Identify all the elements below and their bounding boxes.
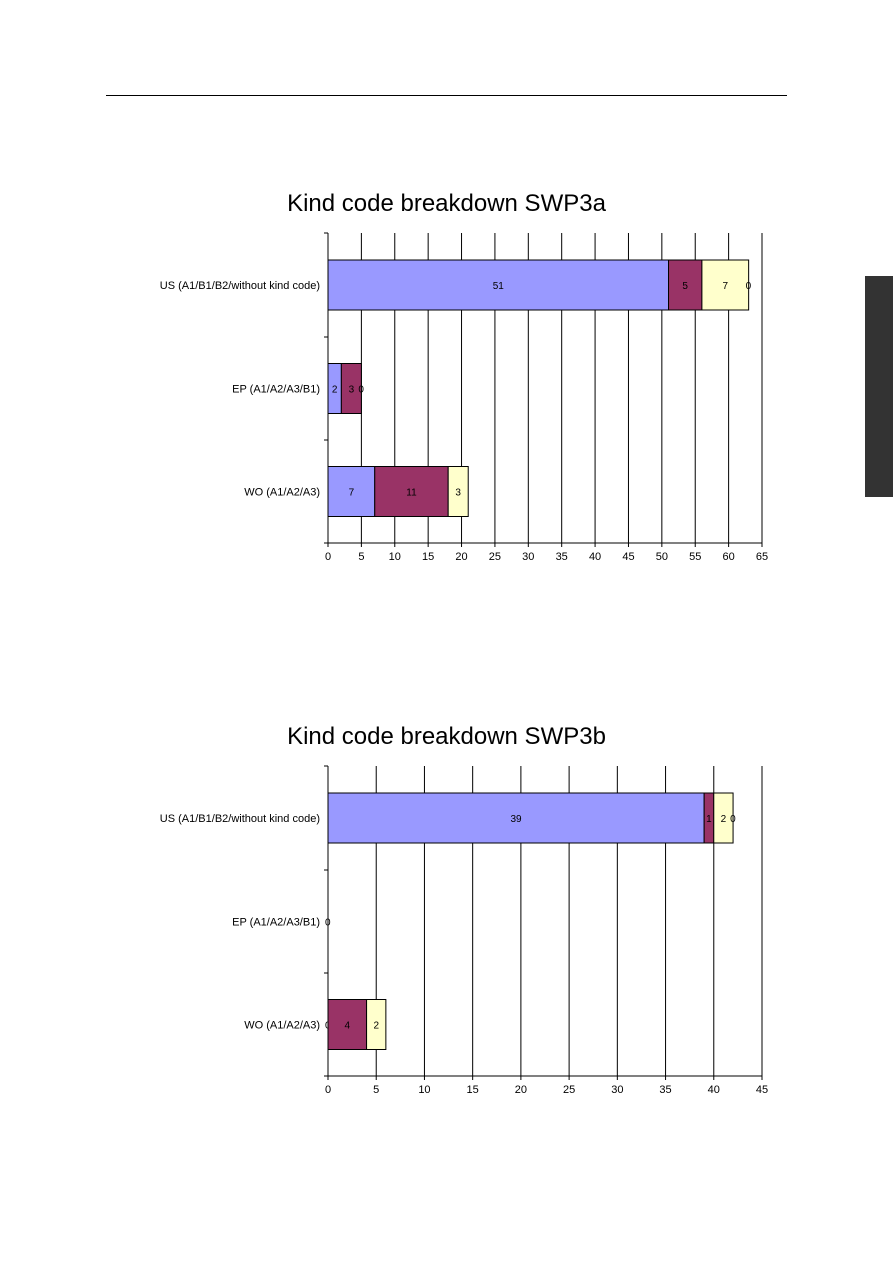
bar-segment <box>340 363 362 414</box>
x-tick-label: 40 <box>589 551 601 563</box>
chart-title: Kind code breakdown SWP3b <box>287 723 606 750</box>
x-tick-label: 10 <box>418 1084 430 1096</box>
category-label: WO (A1/A2/A3) <box>244 1020 320 1032</box>
data-label: 0 <box>358 385 364 396</box>
data-label: 7 <box>722 281 728 292</box>
x-tick-label: 45 <box>756 1084 768 1096</box>
bar-segment <box>668 259 703 311</box>
data-label: 3 <box>455 488 461 499</box>
data-label: 7 <box>349 488 355 499</box>
x-tick-label: 45 <box>622 551 634 563</box>
category-label: US (A1/B1/B2/without kind code) <box>160 813 320 825</box>
data-label: 2 <box>721 814 727 825</box>
x-tick-label: 40 <box>708 1084 720 1096</box>
data-label: 51 <box>493 281 505 292</box>
x-tick-label: 5 <box>373 1084 379 1096</box>
x-tick-label: 5 <box>358 551 364 563</box>
x-tick-label: 25 <box>489 551 501 563</box>
bar-segment <box>327 999 368 1050</box>
bar-segment <box>327 792 705 844</box>
x-tick-label: 20 <box>515 1084 527 1096</box>
x-tick-label: 15 <box>422 551 434 563</box>
x-tick-label: 35 <box>556 551 568 563</box>
category-label: EP (A1/A2/A3/B1) <box>232 384 320 396</box>
x-tick-label: 0 <box>325 551 331 563</box>
data-label: 39 <box>511 814 523 825</box>
category-label: WO (A1/A2/A3) <box>244 487 320 499</box>
header-rule <box>106 95 787 96</box>
chart-swp3a: Kind code breakdown SWP3a 0 5 10 15 20 25 30 35… <box>0 0 893 600</box>
x-tick-label: 20 <box>455 551 467 563</box>
category-label: EP (A1/A2/A3/B1) <box>232 917 320 929</box>
x-tick-label: 0 <box>325 1084 331 1096</box>
x-tick-label: 60 <box>722 551 734 563</box>
data-label: 2 <box>373 1021 379 1032</box>
x-tick-label: 50 <box>656 551 668 563</box>
bar-segment <box>447 466 469 517</box>
data-label: 0 <box>325 918 331 929</box>
data-label: 0 <box>730 814 736 825</box>
data-label: 1 <box>706 814 712 825</box>
data-label: 2 <box>332 385 338 396</box>
x-tick-label: 65 <box>756 551 768 563</box>
x-tick-label: 30 <box>611 1084 623 1096</box>
x-tick-label: 10 <box>389 551 401 563</box>
x-tick-label: 35 <box>659 1084 671 1096</box>
x-tick-label: 15 <box>467 1084 479 1096</box>
data-label: 5 <box>682 281 688 292</box>
data-label: 4 <box>345 1021 351 1032</box>
x-tick-label: 30 <box>522 551 534 563</box>
side-thumb-tab <box>865 276 893 497</box>
bar-segment <box>713 792 734 844</box>
x-tick-label: 55 <box>689 551 701 563</box>
chart-title: Kind code breakdown SWP3a <box>287 190 606 217</box>
bar-segment <box>701 259 750 311</box>
bar-segment <box>327 466 376 517</box>
bar-segment <box>366 999 387 1050</box>
bar-segment <box>327 259 670 311</box>
data-label: 11 <box>406 488 417 499</box>
bar-segment <box>374 466 449 517</box>
x-tick-label: 25 <box>563 1084 575 1096</box>
data-label: 3 <box>349 385 355 396</box>
data-label: 0 <box>746 281 752 292</box>
category-label: US (A1/B1/B2/without kind code) <box>160 280 320 292</box>
